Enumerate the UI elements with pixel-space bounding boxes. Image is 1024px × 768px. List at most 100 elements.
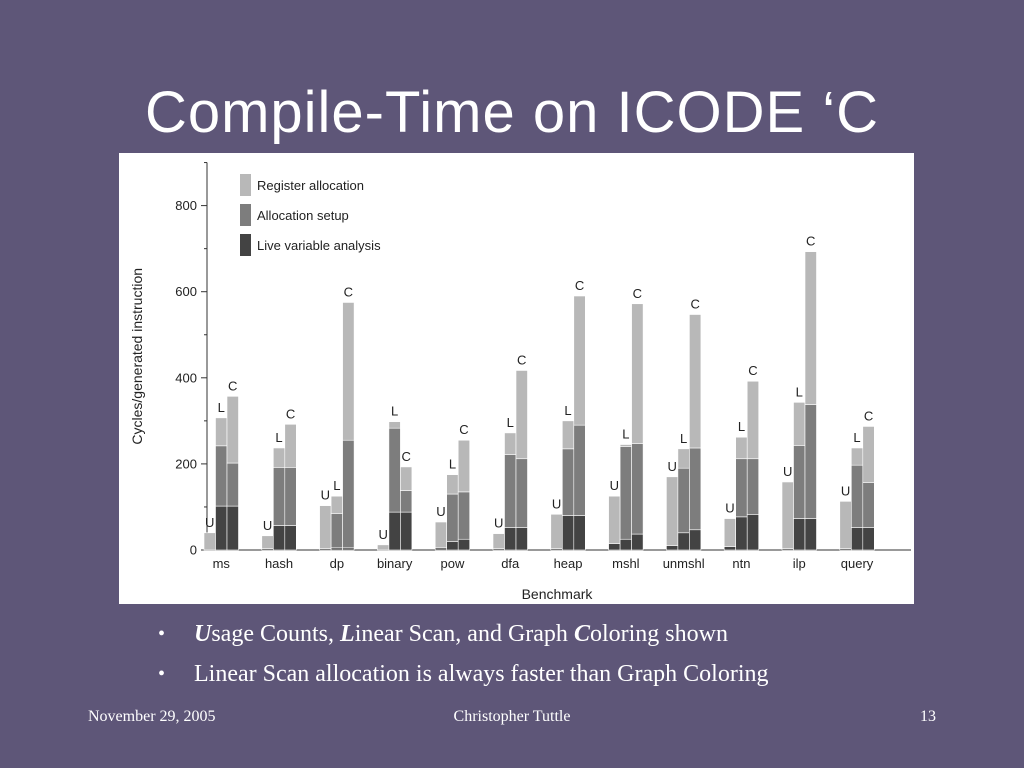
- bar-segment-ntn-C: [746, 514, 760, 551]
- bar-segment-heap-C: [573, 295, 586, 426]
- bar-segment-binary-C: [400, 511, 413, 551]
- bullet-text: inear Scan, and Graph: [354, 621, 574, 647]
- bar-segment-dfa-L: [504, 432, 517, 455]
- bar-segment-mshl-U: [608, 495, 621, 544]
- bar-segment-dp-C: [342, 439, 355, 549]
- footer-page-number: 13: [920, 708, 936, 725]
- bar-segment-dp-C: [342, 547, 355, 551]
- bar-segment-unmshl-L: [677, 448, 690, 469]
- x-tick-label: mshl: [612, 556, 640, 571]
- bar-label: U: [321, 488, 330, 503]
- bar-segment-ilp-C: [804, 518, 817, 551]
- bar-segment-hash-L: [273, 467, 286, 526]
- bar-segment-unmshl-L: [677, 467, 690, 534]
- bar-segment-mshl-L: [619, 538, 632, 551]
- bar-segment-binary-C: [400, 490, 413, 513]
- bar-segment-dp-L: [330, 513, 343, 549]
- bar-segment-dp-L: [330, 547, 343, 551]
- bar-segment-ms-L: [215, 417, 228, 447]
- bar-segment-binary-L: [388, 421, 401, 429]
- bullet-item: Linear Scan allocation is always faster …: [158, 654, 958, 694]
- bar-segment-binary-C: [400, 466, 413, 491]
- bar-segment-dp-C: [342, 302, 355, 441]
- bar-segment-dfa-C: [515, 458, 528, 528]
- bar-segment-query-L: [850, 527, 864, 551]
- bar-segment-binary-L: [388, 511, 401, 551]
- bullet-list: Usage Counts, Linear Scan, and Graph Col…: [158, 614, 958, 694]
- bar-label: L: [564, 403, 571, 418]
- bar-segment-ntn-C: [746, 458, 760, 515]
- stacked-bar-chart: 0 200 400 600 800 Benchmark Cycles/generated i…: [129, 162, 911, 602]
- bar-label: L: [796, 384, 803, 399]
- bar-label: C: [517, 352, 526, 367]
- bar-label: C: [459, 422, 468, 437]
- x-tick-label: hash: [265, 556, 293, 571]
- bar-segment-query-L: [850, 447, 864, 466]
- bar-segment-pow-L: [446, 541, 459, 551]
- legend-label: Register allocation: [257, 178, 364, 193]
- bar-segment-hash-C: [284, 525, 297, 551]
- bar-segment-ilp-L: [793, 402, 806, 446]
- x-tick-label: dp: [330, 556, 344, 571]
- bar-segment-pow-C: [457, 439, 471, 493]
- footer-date: November 29, 2005: [88, 708, 216, 725]
- bar-segment-pow-C: [457, 538, 471, 551]
- bar-segment-pow-L: [446, 493, 459, 542]
- x-tick-label: query: [841, 556, 874, 571]
- bar-label: U: [783, 464, 792, 479]
- bar-segment-pow-U: [434, 521, 448, 549]
- bar-segment-heap-L: [561, 420, 575, 450]
- bar-segment-unmshl-U: [666, 545, 679, 551]
- bullet-initial: C: [573, 621, 590, 647]
- bar-segment-ms-L: [215, 505, 228, 551]
- bar-label: C: [864, 408, 873, 423]
- bar-segment-hash-L: [273, 447, 286, 468]
- bar-label: C: [633, 286, 642, 301]
- bullet-item: Usage Counts, Linear Scan, and Graph Col…: [158, 614, 958, 654]
- slide-title: Compile-Time on ICODE ‘C: [144, 80, 880, 145]
- bar-label: C: [806, 234, 815, 249]
- bar-label: L: [622, 427, 629, 442]
- bar-label: L: [218, 400, 225, 415]
- bar-label: C: [228, 378, 237, 393]
- bar-segment-heap-C: [573, 424, 586, 516]
- bar-segment-unmshl-C: [689, 529, 702, 551]
- bar-label: U: [205, 515, 214, 530]
- x-tick-label: pow: [441, 556, 465, 571]
- bar-segment-ilp-L: [793, 518, 806, 551]
- y-tick-label: 200: [175, 456, 197, 471]
- bullet-text: sage Counts,: [211, 621, 341, 647]
- bar-segment-ms-U: [203, 532, 216, 551]
- bar-segment-query-U: [839, 501, 852, 550]
- bar-label: L: [680, 431, 687, 446]
- bar-segment-mshl-C: [631, 303, 644, 444]
- bar-segment-query-C: [862, 482, 875, 528]
- bar-segment-dp-L: [330, 495, 343, 514]
- legend-label: Allocation setup: [257, 208, 349, 223]
- bar-segment-query-C: [862, 426, 875, 483]
- bullet-initial: L: [340, 621, 355, 647]
- bar-label: L: [853, 430, 860, 445]
- bar-segment-ilp-U: [781, 481, 794, 550]
- bar-label: U: [494, 516, 503, 531]
- chart-panel: 0 200 400 600 800 Benchmark Cycles/generated i…: [119, 153, 914, 604]
- bar-segment-ntn-L: [735, 516, 748, 551]
- bar-label: L: [507, 415, 514, 430]
- x-tick-label: heap: [554, 556, 583, 571]
- bar-segment-hash-L: [273, 525, 286, 551]
- legend-swatch: [240, 204, 251, 226]
- bullet-text: Linear Scan allocation is always faster …: [194, 661, 769, 687]
- bar-segment-ntn-U: [723, 546, 737, 551]
- bar-segment-ntn-C: [746, 380, 760, 460]
- bar-segment-pow-U: [434, 547, 448, 551]
- y-tick-label: 400: [175, 370, 197, 385]
- bar-segment-query-L: [850, 464, 864, 528]
- bar-segment-mshl-L: [619, 446, 632, 540]
- bar-segment-ilp-C: [804, 251, 817, 405]
- y-tick-label: 800: [175, 198, 197, 213]
- bar-segment-hash-C: [284, 423, 297, 468]
- bar-label: U: [436, 504, 445, 519]
- bar-label: U: [378, 527, 387, 542]
- bar-segment-unmshl-C: [689, 314, 702, 449]
- bar-segment-pow-C: [457, 491, 471, 540]
